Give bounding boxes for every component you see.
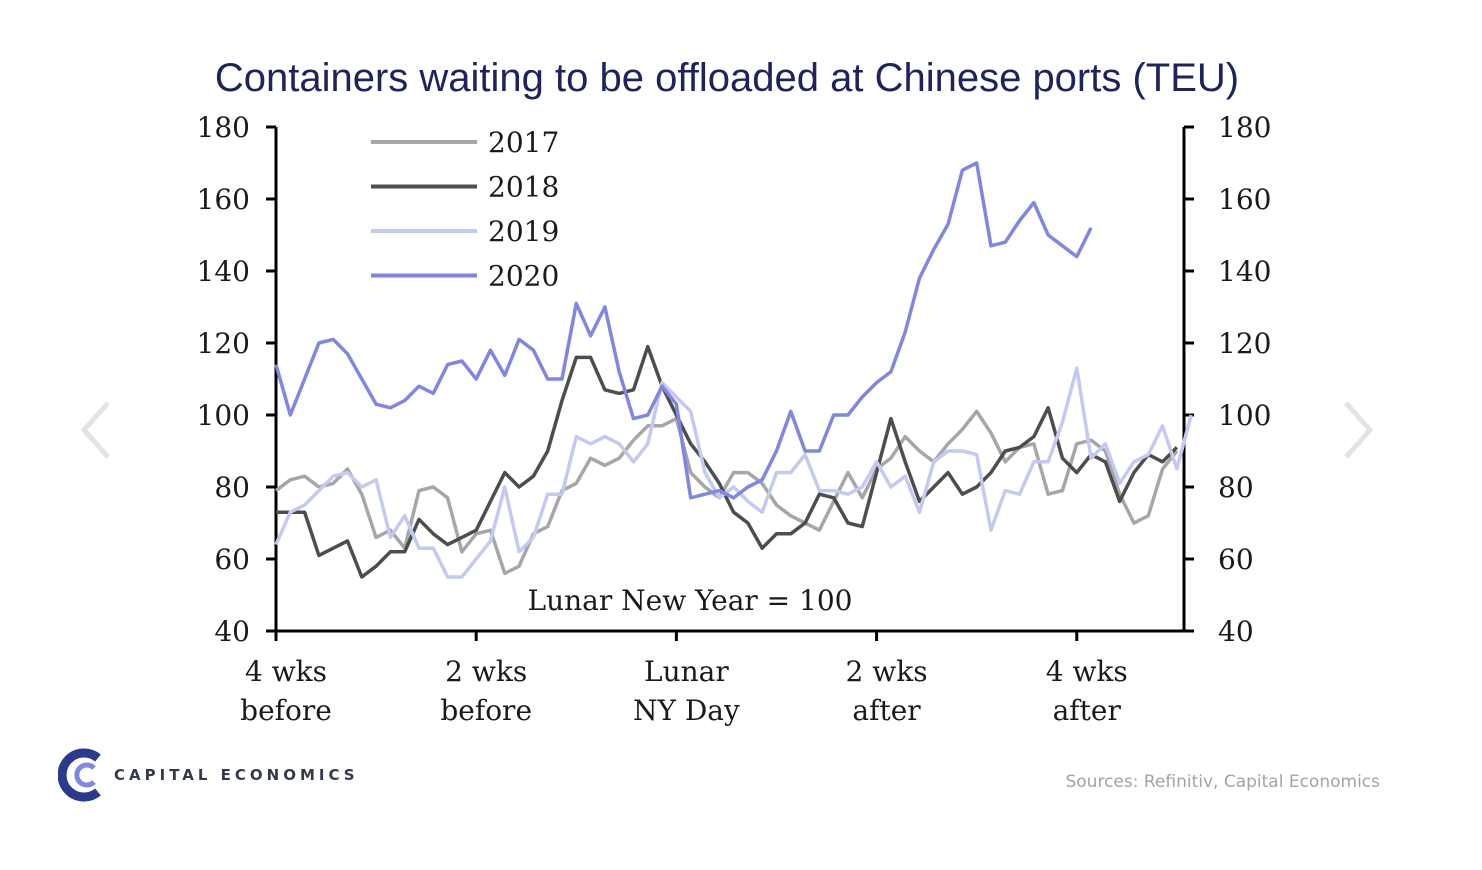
series-line-2017 bbox=[274, 409, 1179, 576]
legend-label: 2017 bbox=[488, 126, 559, 159]
y-tick-label-left: 120 bbox=[197, 327, 250, 360]
brand-logo: CAPITAL ECONOMICS bbox=[58, 745, 359, 805]
tick-labels: 40 40 60 60 80 80 100 100 120 120 140 140 160 160 180 1… bbox=[197, 111, 1272, 727]
series-line-2019 bbox=[274, 366, 1193, 579]
series-lines bbox=[274, 161, 1193, 579]
axes bbox=[266, 125, 1194, 641]
x-tick-label: before bbox=[440, 694, 532, 727]
y-tick-label-left: 160 bbox=[197, 183, 250, 216]
y-tick-label-right: 40 bbox=[1218, 615, 1254, 648]
x-tick-label: 4 wks bbox=[1046, 655, 1128, 688]
x-tick-label: Lunar bbox=[644, 655, 729, 688]
chart-title: Containers waiting to be offloaded at Ch… bbox=[215, 56, 1239, 100]
sources-note: Sources: Refinitiv, Capital Economics bbox=[1065, 772, 1380, 792]
x-tick-label: 4 wks bbox=[245, 655, 327, 688]
legend-label: 2020 bbox=[488, 260, 559, 293]
y-tick-label-right: 80 bbox=[1218, 471, 1254, 504]
chevron-right-icon bbox=[1344, 401, 1374, 459]
y-tick-label-right: 160 bbox=[1218, 183, 1271, 216]
y-tick-label-left: 140 bbox=[197, 255, 250, 288]
x-tick-label: 2 wks bbox=[445, 655, 527, 688]
legend-label: 2019 bbox=[488, 215, 559, 248]
legend-label: 2018 bbox=[488, 171, 559, 204]
chevron-left-icon bbox=[80, 401, 110, 459]
legend: 2017 2018 2019 2020 bbox=[371, 126, 559, 293]
x-tick-label: after bbox=[1053, 694, 1122, 727]
x-tick-label: before bbox=[240, 694, 332, 727]
y-tick-label-right: 120 bbox=[1218, 327, 1271, 360]
next-slide-button[interactable] bbox=[1336, 395, 1376, 465]
previous-slide-button[interactable] bbox=[78, 395, 118, 465]
y-tick-label-right: 100 bbox=[1218, 399, 1271, 432]
y-tick-label-right: 140 bbox=[1218, 255, 1271, 288]
x-tick-label: 2 wks bbox=[846, 655, 928, 688]
lunar-new-year-annotation: Lunar New Year = 100 bbox=[528, 584, 853, 617]
y-tick-label-left: 180 bbox=[197, 111, 250, 144]
x-tick-label: after bbox=[852, 694, 921, 727]
y-tick-label-right: 180 bbox=[1218, 111, 1271, 144]
y-tick-label-left: 40 bbox=[214, 615, 250, 648]
brand-name: CAPITAL ECONOMICS bbox=[114, 766, 359, 784]
y-tick-label-left: 80 bbox=[214, 471, 250, 504]
series-line-2018 bbox=[276, 344, 1179, 579]
series-line-2020 bbox=[274, 161, 1093, 500]
y-tick-label-right: 60 bbox=[1218, 543, 1254, 576]
x-tick-label: NY Day bbox=[633, 694, 740, 727]
y-tick-label-left: 60 bbox=[214, 543, 250, 576]
capital-economics-logo-icon bbox=[58, 748, 101, 802]
y-tick-label-left: 100 bbox=[197, 399, 250, 432]
